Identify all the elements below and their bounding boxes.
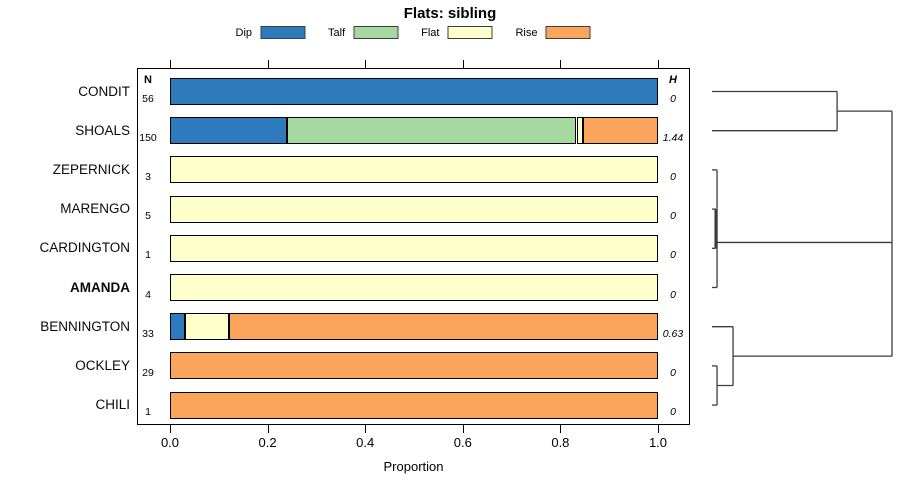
x-tick-top [462,60,464,68]
x-tick-top [560,60,562,68]
h-value-marengo: 0 [670,210,676,223]
n-value-cardington: 1 [145,249,151,262]
legend-label: Talf [328,26,346,39]
bar-segment-rise [170,391,658,419]
h-value-condit: 0 [670,92,676,105]
legend-item-flat: Flat [421,26,493,39]
row-label-cardington: CARDINGTON [39,240,130,256]
bar-segment-flat [170,274,658,301]
x-tick-label: 1.0 [648,435,668,450]
legend-swatch-talf [353,26,399,39]
legend-swatch-flat [447,26,493,39]
h-value-amanda: 0 [670,288,676,301]
n-value-condit: 56 [142,92,154,105]
bar-segment-flat [170,234,658,262]
row-label-bennington: BENNINGTON [40,318,130,334]
h-value-chili: 0 [670,406,676,419]
legend: Dip Talf Flat Rise [236,26,591,39]
bar-segment-talf [287,117,577,145]
bar-segment-rise [229,313,658,341]
row-label-amanda: AMANDA [70,279,130,295]
x-tick-top [365,60,367,68]
bar-segment-flat [576,117,583,145]
n-value-shoals: 150 [139,131,157,144]
x-tick-bottom [170,425,171,433]
plot-frame [137,68,690,425]
legend-swatch-dip [260,26,306,39]
bar-segment-rise [170,352,658,380]
x-tick-bottom [267,425,269,433]
row-label-condit: CONDIT [78,83,130,99]
x-tick-label: 0.8 [551,435,570,450]
n-value-bennington: 33 [142,327,154,340]
legend-label: Flat [421,26,440,39]
h-value-cardington: 0 [670,249,676,262]
x-tick-label: 0.6 [453,435,472,450]
h-value-ockley: 0 [670,366,676,379]
legend-label: Dip [235,26,253,39]
h-column-header: H [669,74,677,86]
x-tick-bottom [560,425,562,433]
bar-segment-dip [170,78,658,105]
legend-item-talf: Talf [328,26,399,39]
h-value-zepernick: 0 [670,170,676,183]
h-value-bennington: 0.63 [662,327,684,340]
x-tick-label: 0.2 [258,435,277,450]
bar-segment-dip [170,117,288,145]
chart-title: Flats: sibling [403,5,497,22]
x-tick-top [658,60,659,68]
n-value-zepernick: 3 [145,170,151,183]
row-label-marengo: MARENGO [60,201,130,217]
n-value-marengo: 5 [145,210,151,223]
n-column-header: N [144,74,152,86]
bar-segment-flat [170,195,658,223]
legend-item-dip: Dip [236,26,306,39]
x-tick-top [267,60,269,68]
x-tick-top [170,60,171,68]
bar-segment-rise [582,117,658,145]
n-value-chili: 1 [145,406,151,419]
x-tick-bottom [658,425,659,433]
n-value-amanda: 4 [145,288,151,301]
row-label-shoals: SHOALS [75,122,130,138]
row-label-zepernick: ZEPERNICK [52,161,130,177]
x-axis-title: Proportion [383,459,444,474]
x-tick-label: 0.0 [160,435,180,450]
x-tick-bottom [462,425,464,433]
bar-segment-dip [170,313,185,341]
bar-segment-flat [184,313,230,341]
legend-label: Rise [515,26,538,39]
h-value-shoals: 1.44 [662,131,684,144]
legend-item-rise: Rise [515,26,591,39]
bar-segment-flat [170,156,658,184]
row-label-chili: CHILI [95,397,130,413]
x-tick-label: 0.4 [356,435,375,450]
n-value-ockley: 29 [142,366,154,379]
row-label-ockley: OCKLEY [75,357,130,373]
x-tick-bottom [365,425,367,433]
legend-swatch-rise [545,26,591,39]
